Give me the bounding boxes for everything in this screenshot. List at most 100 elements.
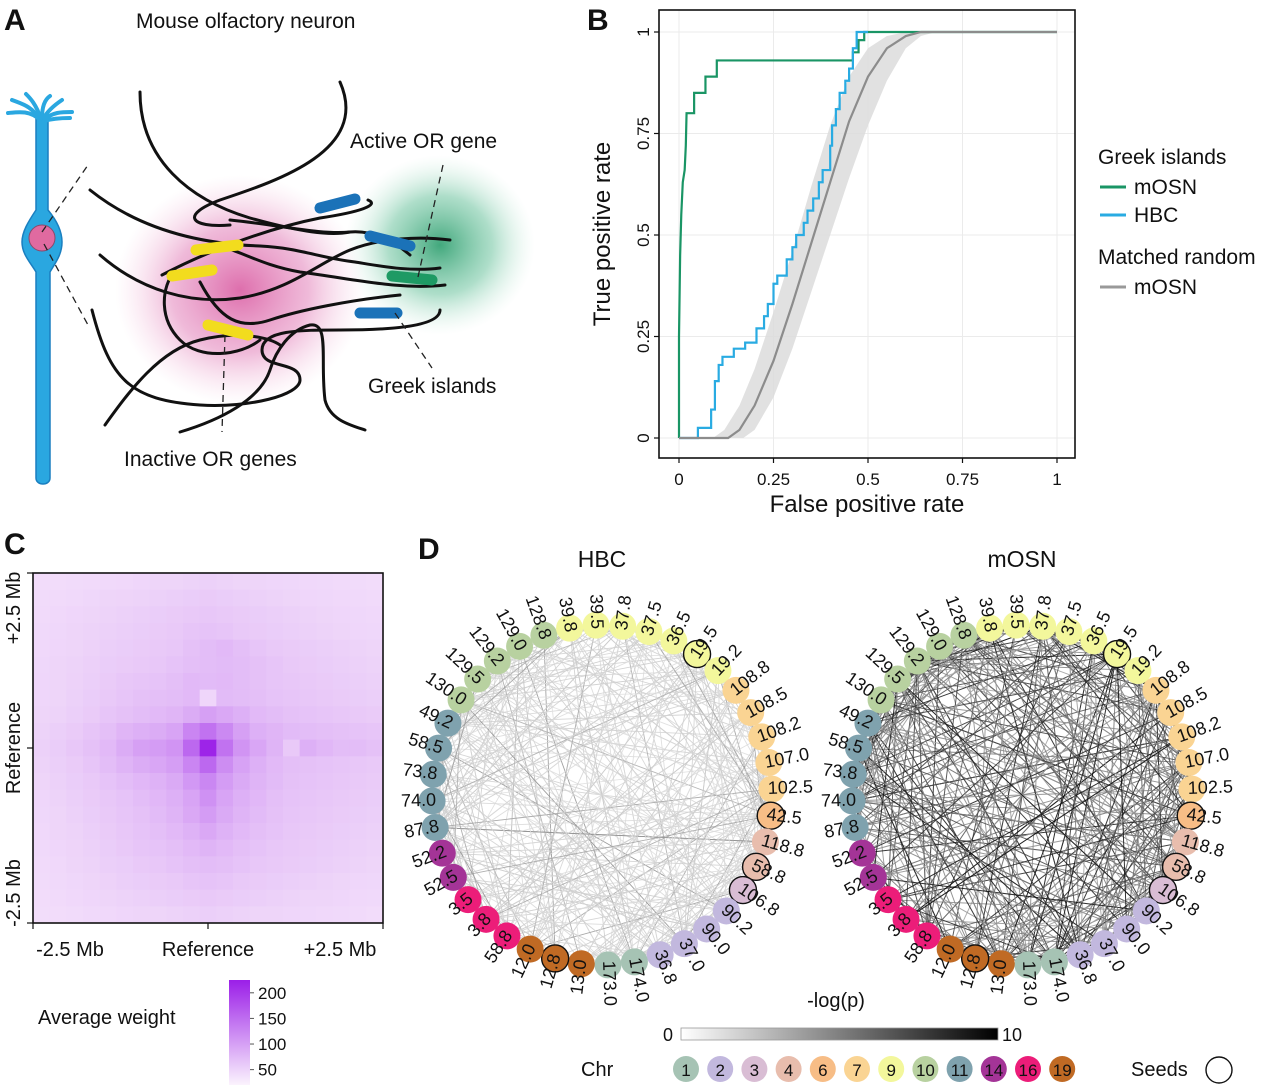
edge-colorbar-title: -log(p) [807, 990, 865, 1012]
network-node [670, 930, 698, 958]
heatmap-cell [266, 889, 284, 907]
network-edge [497, 653, 698, 662]
heatmap-cell [116, 573, 134, 591]
heatmap-cell [149, 739, 167, 757]
heatmap-cell [233, 789, 251, 807]
heatmap-cell [116, 639, 134, 657]
heatmap-cell [299, 789, 317, 807]
heatmap-cell [83, 656, 101, 674]
heatmap-cell [133, 656, 151, 674]
heatmap-cell [249, 739, 267, 757]
heatmap-cell [216, 889, 234, 907]
label-active-or-gene: Active OR gene [350, 130, 498, 153]
network-edge [963, 634, 1192, 817]
heatmap-cell [199, 873, 217, 891]
heatmap-cell [316, 739, 334, 757]
network-node [884, 665, 912, 693]
network-edge [447, 631, 650, 724]
heatmap-cell [233, 689, 251, 707]
heatmap-cell [349, 656, 367, 674]
network-edge [683, 670, 719, 944]
network-edge [854, 631, 1070, 828]
heatmap-cell [199, 573, 217, 591]
network-edge [460, 699, 508, 937]
colorbar [229, 980, 250, 1085]
network-edge [858, 747, 1055, 963]
heatmap-chart: -2.5 Mb Reference +2.5 Mb -2.5 Mb Reference +… [3, 572, 384, 1085]
heatmap-cell [299, 856, 317, 874]
heatmap-cell [133, 839, 151, 857]
network-node [859, 863, 887, 891]
network-node [434, 709, 462, 737]
heatmap-cell [149, 573, 167, 591]
heatmap-cell [49, 823, 67, 841]
heatmap-cell [166, 906, 184, 924]
heatmap-cell [199, 739, 217, 757]
heatmap-cell [333, 789, 351, 807]
heatmap-cell [83, 623, 101, 641]
network-node-label: 174.0 [625, 956, 653, 1004]
network-node-label: 37.8 [611, 594, 635, 631]
network-node [472, 905, 500, 933]
heatmap-cell [366, 789, 384, 807]
network-node [1178, 775, 1206, 803]
heatmap-cell [316, 573, 334, 591]
heatmap-cell [249, 589, 267, 607]
network-node [1113, 915, 1141, 943]
heatmap-cell [83, 706, 101, 724]
heatmap-cell [266, 873, 284, 891]
roc-chart: 0 0.25 0.5 0.75 1 0 0.25 0.5 0.75 1 False positive… [589, 9, 1256, 518]
network-edge [434, 827, 685, 945]
heatmap-cell [99, 823, 117, 841]
heatmap-cell [49, 606, 67, 624]
heatmap-cell [316, 673, 334, 691]
network-node-label: 42.5 [766, 804, 803, 828]
heatmap-cell [66, 873, 84, 891]
heatmap-cell [216, 656, 234, 674]
heatmap-cell [99, 673, 117, 691]
chr-legend-swatch [673, 1056, 699, 1082]
edge-colorbar-max-label: 10 [1002, 1025, 1022, 1045]
network-node [839, 760, 867, 788]
network-node [1080, 627, 1108, 655]
network-edge [949, 625, 1017, 950]
network-edge [477, 678, 556, 959]
heatmap-cell [166, 573, 184, 591]
heatmap-cell [349, 573, 367, 591]
heatmap-cell [99, 639, 117, 657]
heatmap-cell [233, 823, 251, 841]
heatmap-cell [366, 689, 384, 707]
heatmap-cell [83, 806, 101, 824]
network-edge [506, 646, 521, 936]
heatmap-cell [33, 756, 51, 774]
heatmap-cell [166, 639, 184, 657]
heatmap-cell [49, 889, 67, 907]
chr-legend-swatch [878, 1056, 905, 1082]
heatmap-cell [299, 739, 317, 757]
network-edge [861, 653, 1118, 854]
network-node [1124, 657, 1152, 685]
network-edge [873, 815, 1191, 878]
colorbar-tick-label: 200 [258, 984, 286, 1003]
heatmap-cell [349, 589, 367, 607]
chr-legend-swatch [741, 1056, 768, 1082]
network-edge [867, 670, 1139, 724]
network-edge [851, 670, 1139, 802]
network-edge [989, 627, 1128, 930]
heatmap-cell [99, 839, 117, 857]
heatmap-cell [116, 773, 134, 791]
heatmap-cell [299, 773, 317, 791]
x-tick-label: +2.5 Mb [304, 939, 377, 961]
heatmap-cell [49, 773, 67, 791]
network-edge [607, 712, 752, 966]
network-node [867, 686, 895, 714]
heatmap-cell [349, 789, 367, 807]
seeds-legend-label: Seeds [1131, 1059, 1188, 1081]
heatmap-cell [266, 789, 284, 807]
network-node-label: 42.5 [1186, 804, 1223, 828]
network-node [848, 839, 876, 867]
series-line-mosn [677, 30, 1057, 438]
heatmap-cell [149, 606, 167, 624]
heatmap-cell [33, 773, 51, 791]
heatmap-cell [83, 773, 101, 791]
